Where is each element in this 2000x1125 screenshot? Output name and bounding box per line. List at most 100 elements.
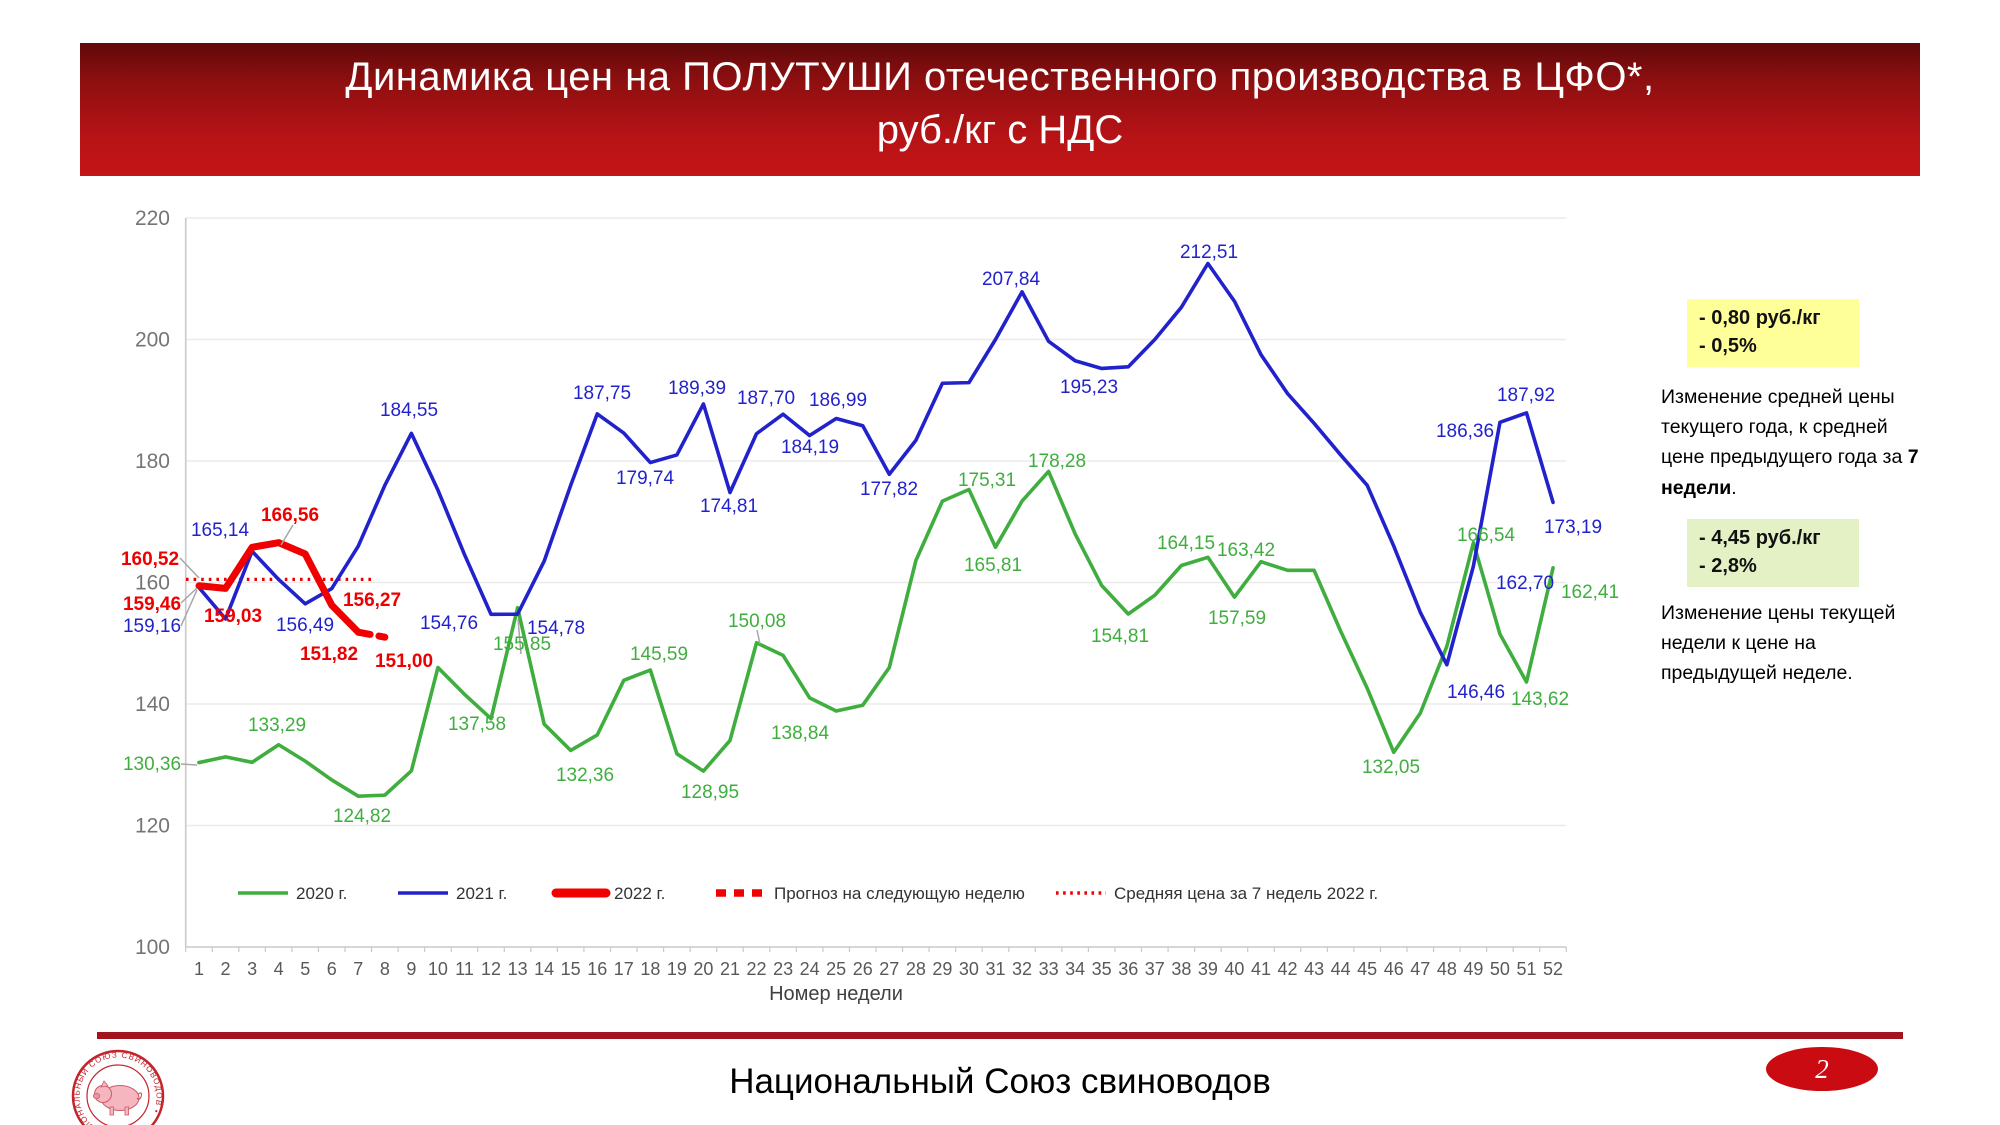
data-label: 173,19: [1544, 517, 1602, 538]
y-axis-labels: 100 120 140 160 180 200 220: [135, 207, 170, 959]
data-label: 189,39: [668, 378, 726, 399]
svg-text:120: 120: [135, 815, 170, 838]
data-label: 130,36: [123, 754, 181, 775]
svg-text:100: 100: [135, 936, 170, 959]
data-label: 143,62: [1511, 689, 1569, 710]
svg-text:48: 48: [1437, 959, 1457, 979]
svg-text:21: 21: [720, 959, 740, 979]
year-change-pct: - 0,5%: [1699, 335, 1757, 357]
data-label: 150,08: [728, 611, 786, 632]
svg-text:1: 1: [194, 959, 204, 979]
week-change-rub: - 4,45 руб./кг: [1699, 527, 1821, 549]
series-line-2020: [197, 469, 1555, 799]
data-label: 151,00: [375, 651, 433, 672]
svg-text:2: 2: [221, 959, 231, 979]
data-label: 174,81: [700, 496, 758, 517]
data-label: 159,03: [204, 606, 262, 627]
svg-text:30: 30: [959, 959, 979, 979]
svg-text:37: 37: [1145, 959, 1165, 979]
data-label: 154,81: [1091, 626, 1149, 647]
svg-text:41: 41: [1251, 959, 1271, 979]
svg-text:12: 12: [481, 959, 501, 979]
svg-text:7: 7: [353, 959, 363, 979]
svg-text:35: 35: [1092, 959, 1112, 979]
axes: [184, 218, 1567, 952]
svg-text:6: 6: [327, 959, 337, 979]
svg-text:29: 29: [932, 959, 952, 979]
svg-text:11: 11: [455, 959, 474, 979]
data-label: 186,36: [1436, 421, 1494, 442]
svg-text:15: 15: [561, 959, 581, 979]
svg-text:52: 52: [1543, 959, 1563, 979]
legend: 2020 г. 2021 г. 2022 г. Прогноз на следующу…: [238, 884, 1378, 903]
data-label: 165,14: [191, 520, 250, 541]
svg-text:220: 220: [135, 207, 170, 230]
data-label: 163,42: [1217, 540, 1275, 561]
slide-title-line2: руб./кг с НДС: [876, 108, 1124, 152]
data-label: 195,23: [1060, 377, 1118, 398]
svg-text:3: 3: [247, 959, 257, 979]
data-label: 146,46: [1447, 682, 1505, 703]
data-label: 151,82: [300, 644, 358, 665]
data-label: 184,55: [380, 400, 438, 421]
data-label: 154,78: [527, 618, 585, 639]
week-change-callout: - 4,45 руб./кг - 2,8%: [1687, 519, 1859, 587]
svg-text:24: 24: [800, 959, 820, 979]
data-label: 156,27: [343, 590, 401, 611]
svg-text:180: 180: [135, 450, 170, 473]
data-label: 133,29: [248, 715, 306, 736]
svg-text:49: 49: [1463, 959, 1483, 979]
svg-text:28: 28: [906, 959, 926, 979]
year-note-text: Изменение средней цены текущего года, к …: [1661, 386, 1908, 469]
data-labels: 130,36 133,29 124,82 137,58 155,85 132,36 145,…: [121, 242, 1619, 827]
data-label: 159,46: [123, 594, 181, 615]
legend-item-label: Средняя цена за 7 недель 2022 г.: [1114, 884, 1378, 903]
title-banner: Динамика цен на ПОЛУТУШИ отечественного …: [80, 43, 1920, 176]
svg-text:17: 17: [614, 959, 634, 979]
svg-text:31: 31: [985, 959, 1005, 979]
data-label: 155,85: [493, 634, 551, 655]
svg-text:43: 43: [1304, 959, 1324, 979]
forecast-line: [354, 628, 389, 641]
svg-text:22: 22: [747, 959, 767, 979]
pig-icon: [92, 1080, 143, 1116]
data-label: 138,84: [771, 723, 830, 744]
data-label: 186,99: [809, 390, 867, 411]
svg-text:25: 25: [826, 959, 846, 979]
data-label: 160,52: [121, 549, 179, 570]
data-label: 137,58: [448, 714, 506, 735]
svg-text:27: 27: [879, 959, 899, 979]
svg-text:44: 44: [1331, 959, 1351, 979]
slide-title-line1: Динамика цен на ПОЛУТУШИ отечественного …: [345, 55, 1655, 99]
data-label: 157,59: [1208, 608, 1266, 629]
year-change-callout: - 0,80 руб./кг - 0,5%: [1687, 299, 1859, 367]
data-label: 187,70: [737, 388, 795, 409]
year-change-rub: - 0,80 руб./кг: [1699, 307, 1821, 329]
data-label: 132,05: [1362, 757, 1420, 778]
svg-text:14: 14: [534, 959, 554, 979]
gridlines: [185, 217, 1567, 827]
svg-text:13: 13: [508, 959, 528, 979]
footer-divider: [97, 1032, 1903, 1039]
legend-item-label: Прогноз на следующую неделю: [774, 884, 1025, 903]
year-change-note: Изменение средней цены текущего года, к …: [1661, 382, 1919, 503]
data-label: 175,31: [958, 470, 1016, 491]
svg-text:46: 46: [1384, 959, 1404, 979]
data-label: 132,36: [556, 765, 614, 786]
data-label: 166,56: [261, 505, 319, 526]
svg-text:45: 45: [1357, 959, 1377, 979]
data-label: 212,51: [1180, 242, 1238, 263]
svg-text:50: 50: [1490, 959, 1510, 979]
nss-logo: • НАЦИОНАЛЬНЫЙ СОЮЗ СВИНОВОДОВ •: [71, 1049, 165, 1125]
svg-text:200: 200: [135, 329, 170, 352]
data-label: 184,19: [781, 437, 839, 458]
footer-organization: Национальный Союз свиноводов: [729, 1062, 1271, 1101]
svg-text:39: 39: [1198, 959, 1218, 979]
year-note-bold: 7 недели: [1661, 446, 1919, 499]
svg-text:23: 23: [773, 959, 793, 979]
x-axis-labels: 1 2 3 4 5 6 7 8 9 10 11 12 13 14 15 16 17 18 19 20 21 22 23 24 2…: [194, 959, 1563, 979]
data-label: 124,82: [333, 806, 391, 827]
data-label: 164,15: [1157, 533, 1215, 554]
